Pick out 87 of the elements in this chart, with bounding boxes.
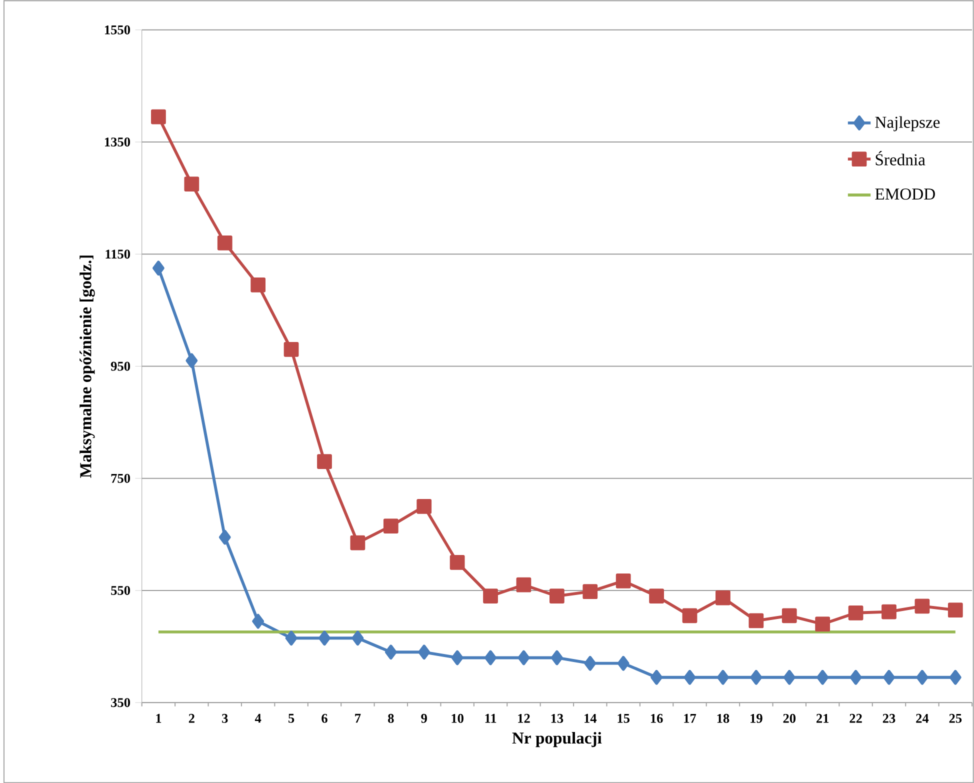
x-tick-label: 22 (850, 714, 862, 723)
point (848, 605, 864, 620)
point (783, 670, 796, 685)
x-tick-label: 24 (916, 714, 929, 723)
x-tick-label: 6 (322, 714, 328, 723)
point (717, 670, 729, 685)
x-tick-label: 25 (949, 714, 962, 723)
x-tick-label: 12 (518, 714, 530, 723)
point (914, 598, 930, 614)
point (815, 616, 830, 632)
point (682, 608, 698, 623)
point (317, 454, 332, 469)
point (284, 342, 299, 357)
point (684, 670, 696, 685)
y-tick-label: 1550 (105, 25, 130, 34)
point (550, 650, 563, 666)
x-tick-label: 1 (156, 714, 162, 723)
x-tick-label: 18 (717, 714, 730, 723)
point (782, 608, 797, 623)
point (184, 176, 200, 192)
point (716, 590, 730, 606)
y-tick-label: 1350 (105, 137, 130, 146)
point (484, 650, 496, 666)
x-tick-label: 13 (551, 714, 564, 723)
x-tick-label: 19 (750, 714, 762, 723)
x-tick-label: 20 (783, 714, 796, 723)
point (384, 644, 397, 660)
point (650, 670, 663, 685)
point (748, 613, 764, 628)
point (250, 277, 266, 292)
point (582, 584, 598, 599)
legend-label: Średnia (876, 150, 926, 166)
point (186, 353, 198, 368)
point (850, 670, 862, 685)
point (450, 554, 465, 570)
point (584, 656, 596, 671)
x-tick-label: 4 (254, 714, 262, 723)
x-tick-label: 5 (288, 714, 294, 723)
point (916, 670, 928, 685)
x-tick-label: 11 (485, 714, 496, 723)
y-axis-title: Maksymalne opóźnienie [godz.] (80, 255, 95, 478)
x-tick-label: 10 (452, 714, 464, 723)
x-tick-label: 2 (188, 714, 194, 723)
point (948, 602, 963, 618)
point (152, 260, 164, 276)
point (883, 670, 895, 685)
point (217, 235, 232, 250)
point (816, 670, 829, 685)
point (285, 630, 298, 646)
point (518, 650, 530, 666)
x-tick-label: 23 (882, 714, 896, 723)
point (549, 588, 564, 604)
point (616, 573, 631, 588)
point (451, 650, 464, 666)
x-tick-label: 16 (650, 714, 663, 723)
point (151, 109, 166, 124)
point (416, 498, 432, 514)
x-axis-title: Nr populacji (512, 732, 602, 747)
y-tick-label: 550 (111, 586, 130, 595)
point (318, 630, 330, 646)
x-tick-label: 8 (388, 714, 394, 723)
point (383, 518, 398, 534)
point (350, 535, 366, 550)
point (418, 644, 430, 660)
x-tick-label: 21 (816, 714, 829, 723)
point (218, 530, 231, 545)
point (483, 588, 498, 604)
point (750, 670, 762, 685)
legend-label: Najlepsze (875, 116, 940, 132)
point (252, 614, 264, 629)
x-tick-label: 3 (222, 714, 228, 723)
point (649, 588, 664, 604)
x-tick-label: 17 (684, 714, 696, 723)
legend-label: EMODD (875, 188, 935, 200)
y-tick-label: 750 (111, 474, 130, 483)
point (882, 604, 896, 620)
point (949, 670, 962, 685)
x-tick-label: 15 (618, 714, 630, 723)
point (617, 656, 630, 671)
x-tick-label: 14 (584, 714, 597, 723)
y-tick-label: 1150 (106, 249, 130, 258)
y-tick-label: 950 (110, 362, 130, 371)
y-tick-label: 350 (111, 698, 130, 707)
point (352, 630, 364, 646)
x-tick-label: 7 (355, 714, 361, 722)
x-tick-label: 9 (421, 714, 427, 723)
point (516, 577, 532, 592)
